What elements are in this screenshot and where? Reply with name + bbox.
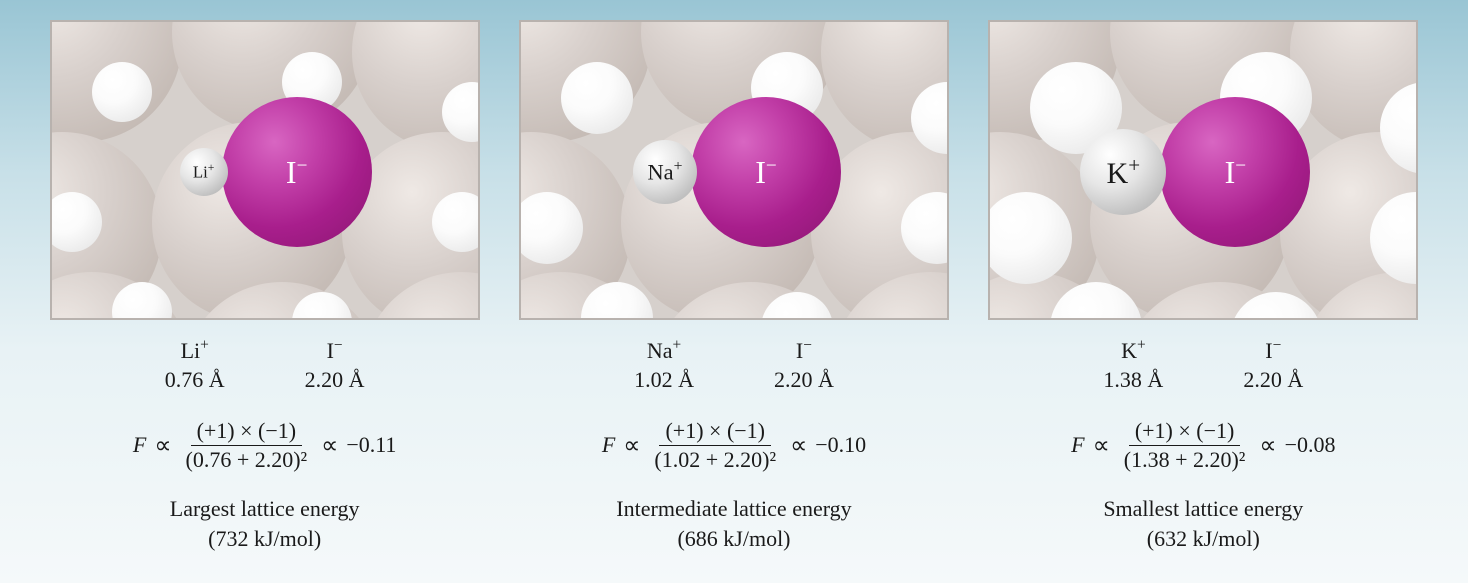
formula-fraction: (+1) × (−1) (1.02 + 2.20)² bbox=[648, 419, 782, 472]
cation-radius-value: 0.76 Å bbox=[165, 367, 225, 392]
propto-icon: ∝ bbox=[1259, 431, 1276, 460]
cation-symbol: Li+ bbox=[181, 338, 209, 363]
cation-radius-lithium: Li+ 0.76 Å bbox=[165, 336, 225, 395]
cation-radius-value: 1.02 Å bbox=[634, 367, 694, 392]
lattice-caption-lithium: Largest lattice energy (732 kJ/mol) bbox=[170, 494, 360, 553]
bg-small-sphere bbox=[92, 62, 152, 122]
anion-radius-value: 2.20 Å bbox=[774, 367, 834, 392]
lattice-label: Smallest lattice energy bbox=[1103, 496, 1303, 521]
formula-F: F bbox=[133, 432, 146, 458]
coulomb-formula-lithium: F ∝ (+1) × (−1) (0.76 + 2.20)² ∝ −0.11 bbox=[133, 419, 397, 472]
propto-icon: ∝ bbox=[790, 431, 807, 460]
radii-row-lithium: Li+ 0.76 Å I− 2.20 Å bbox=[165, 336, 365, 395]
cation-sphere: Na+ bbox=[633, 140, 697, 204]
crystal-image-sodium: I−Na+ bbox=[519, 20, 949, 320]
formula-denominator: (0.76 + 2.20)² bbox=[180, 446, 314, 472]
lattice-value: (686 kJ/mol) bbox=[677, 526, 790, 551]
cation-radius-potassium: K+ 1.38 Å bbox=[1103, 336, 1163, 395]
formula-fraction: (+1) × (−1) (0.76 + 2.20)² bbox=[180, 419, 314, 472]
anion-sphere: I− bbox=[1160, 97, 1310, 247]
propto-icon: ∝ bbox=[154, 431, 171, 460]
anion-sphere: I− bbox=[222, 97, 372, 247]
lattice-caption-sodium: Intermediate lattice energy (686 kJ/mol) bbox=[616, 494, 851, 553]
lattice-value: (732 kJ/mol) bbox=[208, 526, 321, 551]
formula-denominator: (1.38 + 2.20)² bbox=[1118, 446, 1252, 472]
anion-radius-value: 2.20 Å bbox=[1243, 367, 1303, 392]
anion-radius-value: 2.20 Å bbox=[305, 367, 365, 392]
cation-symbol: Na+ bbox=[647, 338, 681, 363]
formula-numerator: (+1) × (−1) bbox=[659, 419, 771, 446]
formula-result: −0.08 bbox=[1285, 432, 1336, 458]
anion-symbol: I− bbox=[796, 338, 812, 363]
formula-numerator: (+1) × (−1) bbox=[191, 419, 303, 446]
lattice-label: Intermediate lattice energy bbox=[616, 496, 851, 521]
formula-denominator: (1.02 + 2.20)² bbox=[648, 446, 782, 472]
coulomb-formula-sodium: F ∝ (+1) × (−1) (1.02 + 2.20)² ∝ −0.10 bbox=[602, 419, 866, 472]
lattice-value: (632 kJ/mol) bbox=[1147, 526, 1260, 551]
anion-symbol: I− bbox=[327, 338, 343, 363]
coulomb-formula-potassium: F ∝ (+1) × (−1) (1.38 + 2.20)² ∝ −0.08 bbox=[1071, 419, 1335, 472]
panel-sodium: I−Na+ Na+ 1.02 Å I− 2.20 Å F ∝ (+1) × (−… bbox=[514, 20, 954, 553]
anion-radius-potassium: I− 2.20 Å bbox=[1243, 336, 1303, 395]
formula-F: F bbox=[602, 432, 615, 458]
propto-icon: ∝ bbox=[623, 431, 640, 460]
bg-small-sphere bbox=[561, 62, 633, 134]
formula-result: −0.10 bbox=[815, 432, 866, 458]
panel-lithium: I−Li+ Li+ 0.76 Å I− 2.20 Å F ∝ (+1) × (−… bbox=[45, 20, 485, 553]
propto-icon: ∝ bbox=[1093, 431, 1110, 460]
cation-radius-sodium: Na+ 1.02 Å bbox=[634, 336, 694, 395]
cation-symbol: K+ bbox=[1121, 338, 1146, 363]
propto-icon: ∝ bbox=[321, 431, 338, 460]
formula-result: −0.11 bbox=[346, 432, 396, 458]
anion-symbol: I− bbox=[1265, 338, 1281, 363]
formula-F: F bbox=[1071, 432, 1084, 458]
formula-numerator: (+1) × (−1) bbox=[1129, 419, 1241, 446]
lattice-label: Largest lattice energy bbox=[170, 496, 360, 521]
anion-sphere: I− bbox=[691, 97, 841, 247]
radii-row-potassium: K+ 1.38 Å I− 2.20 Å bbox=[1103, 336, 1303, 395]
formula-fraction: (+1) × (−1) (1.38 + 2.20)² bbox=[1118, 419, 1252, 472]
crystal-image-lithium: I−Li+ bbox=[50, 20, 480, 320]
cation-sphere: Li+ bbox=[180, 148, 228, 196]
anion-radius-sodium: I− 2.20 Å bbox=[774, 336, 834, 395]
anion-radius-lithium: I− 2.20 Å bbox=[305, 336, 365, 395]
cation-radius-value: 1.38 Å bbox=[1103, 367, 1163, 392]
crystal-image-potassium: I−K+ bbox=[988, 20, 1418, 320]
radii-row-sodium: Na+ 1.02 Å I− 2.20 Å bbox=[634, 336, 834, 395]
panel-potassium: I−K+ K+ 1.38 Å I− 2.20 Å F ∝ (+1) × (−1)… bbox=[983, 20, 1423, 553]
lattice-caption-potassium: Smallest lattice energy (632 kJ/mol) bbox=[1103, 494, 1303, 553]
cation-sphere: K+ bbox=[1080, 129, 1166, 215]
